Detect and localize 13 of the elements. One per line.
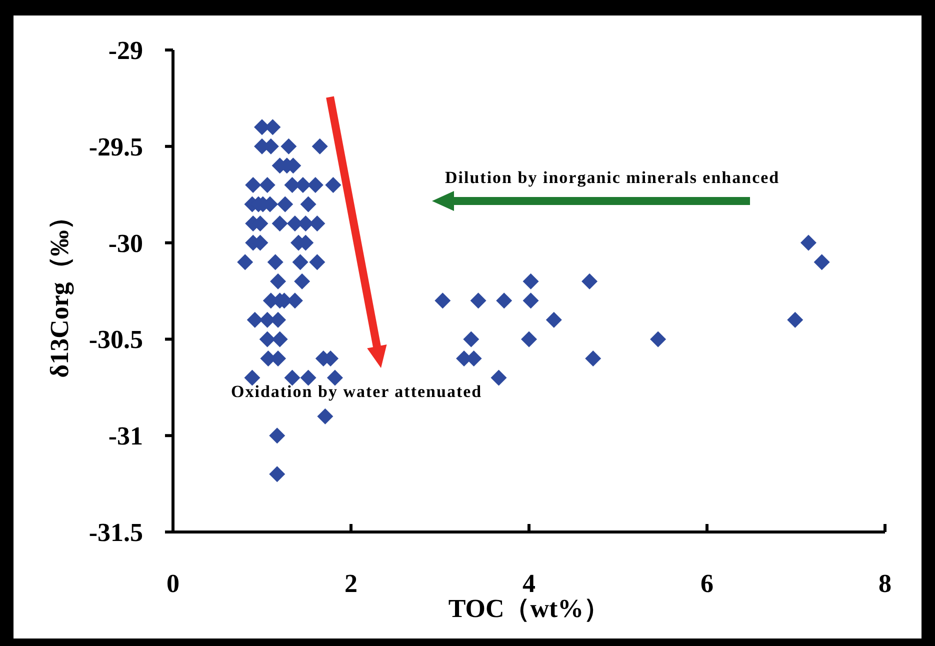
y-tick-label: -31.5 [88, 518, 143, 547]
y-tick-label: -31 [108, 422, 143, 451]
y-tick-label: -29 [108, 36, 143, 65]
x-tick-label: 0 [166, 569, 180, 598]
y-tick-label: -30 [108, 228, 143, 258]
x-tick-label: 2 [344, 569, 358, 598]
annotation: Dilution by inorganic minerals enhanced [445, 168, 780, 187]
x-tick-label: 8 [878, 569, 892, 598]
annotation: Oxidation by water attenuated [231, 382, 482, 401]
y-tick-label: -29.5 [88, 132, 143, 162]
y-tick-label: -30.5 [88, 325, 143, 354]
x-tick-label: 6 [700, 569, 714, 598]
y-axis-title: δ13Corg（‰） [45, 204, 74, 378]
